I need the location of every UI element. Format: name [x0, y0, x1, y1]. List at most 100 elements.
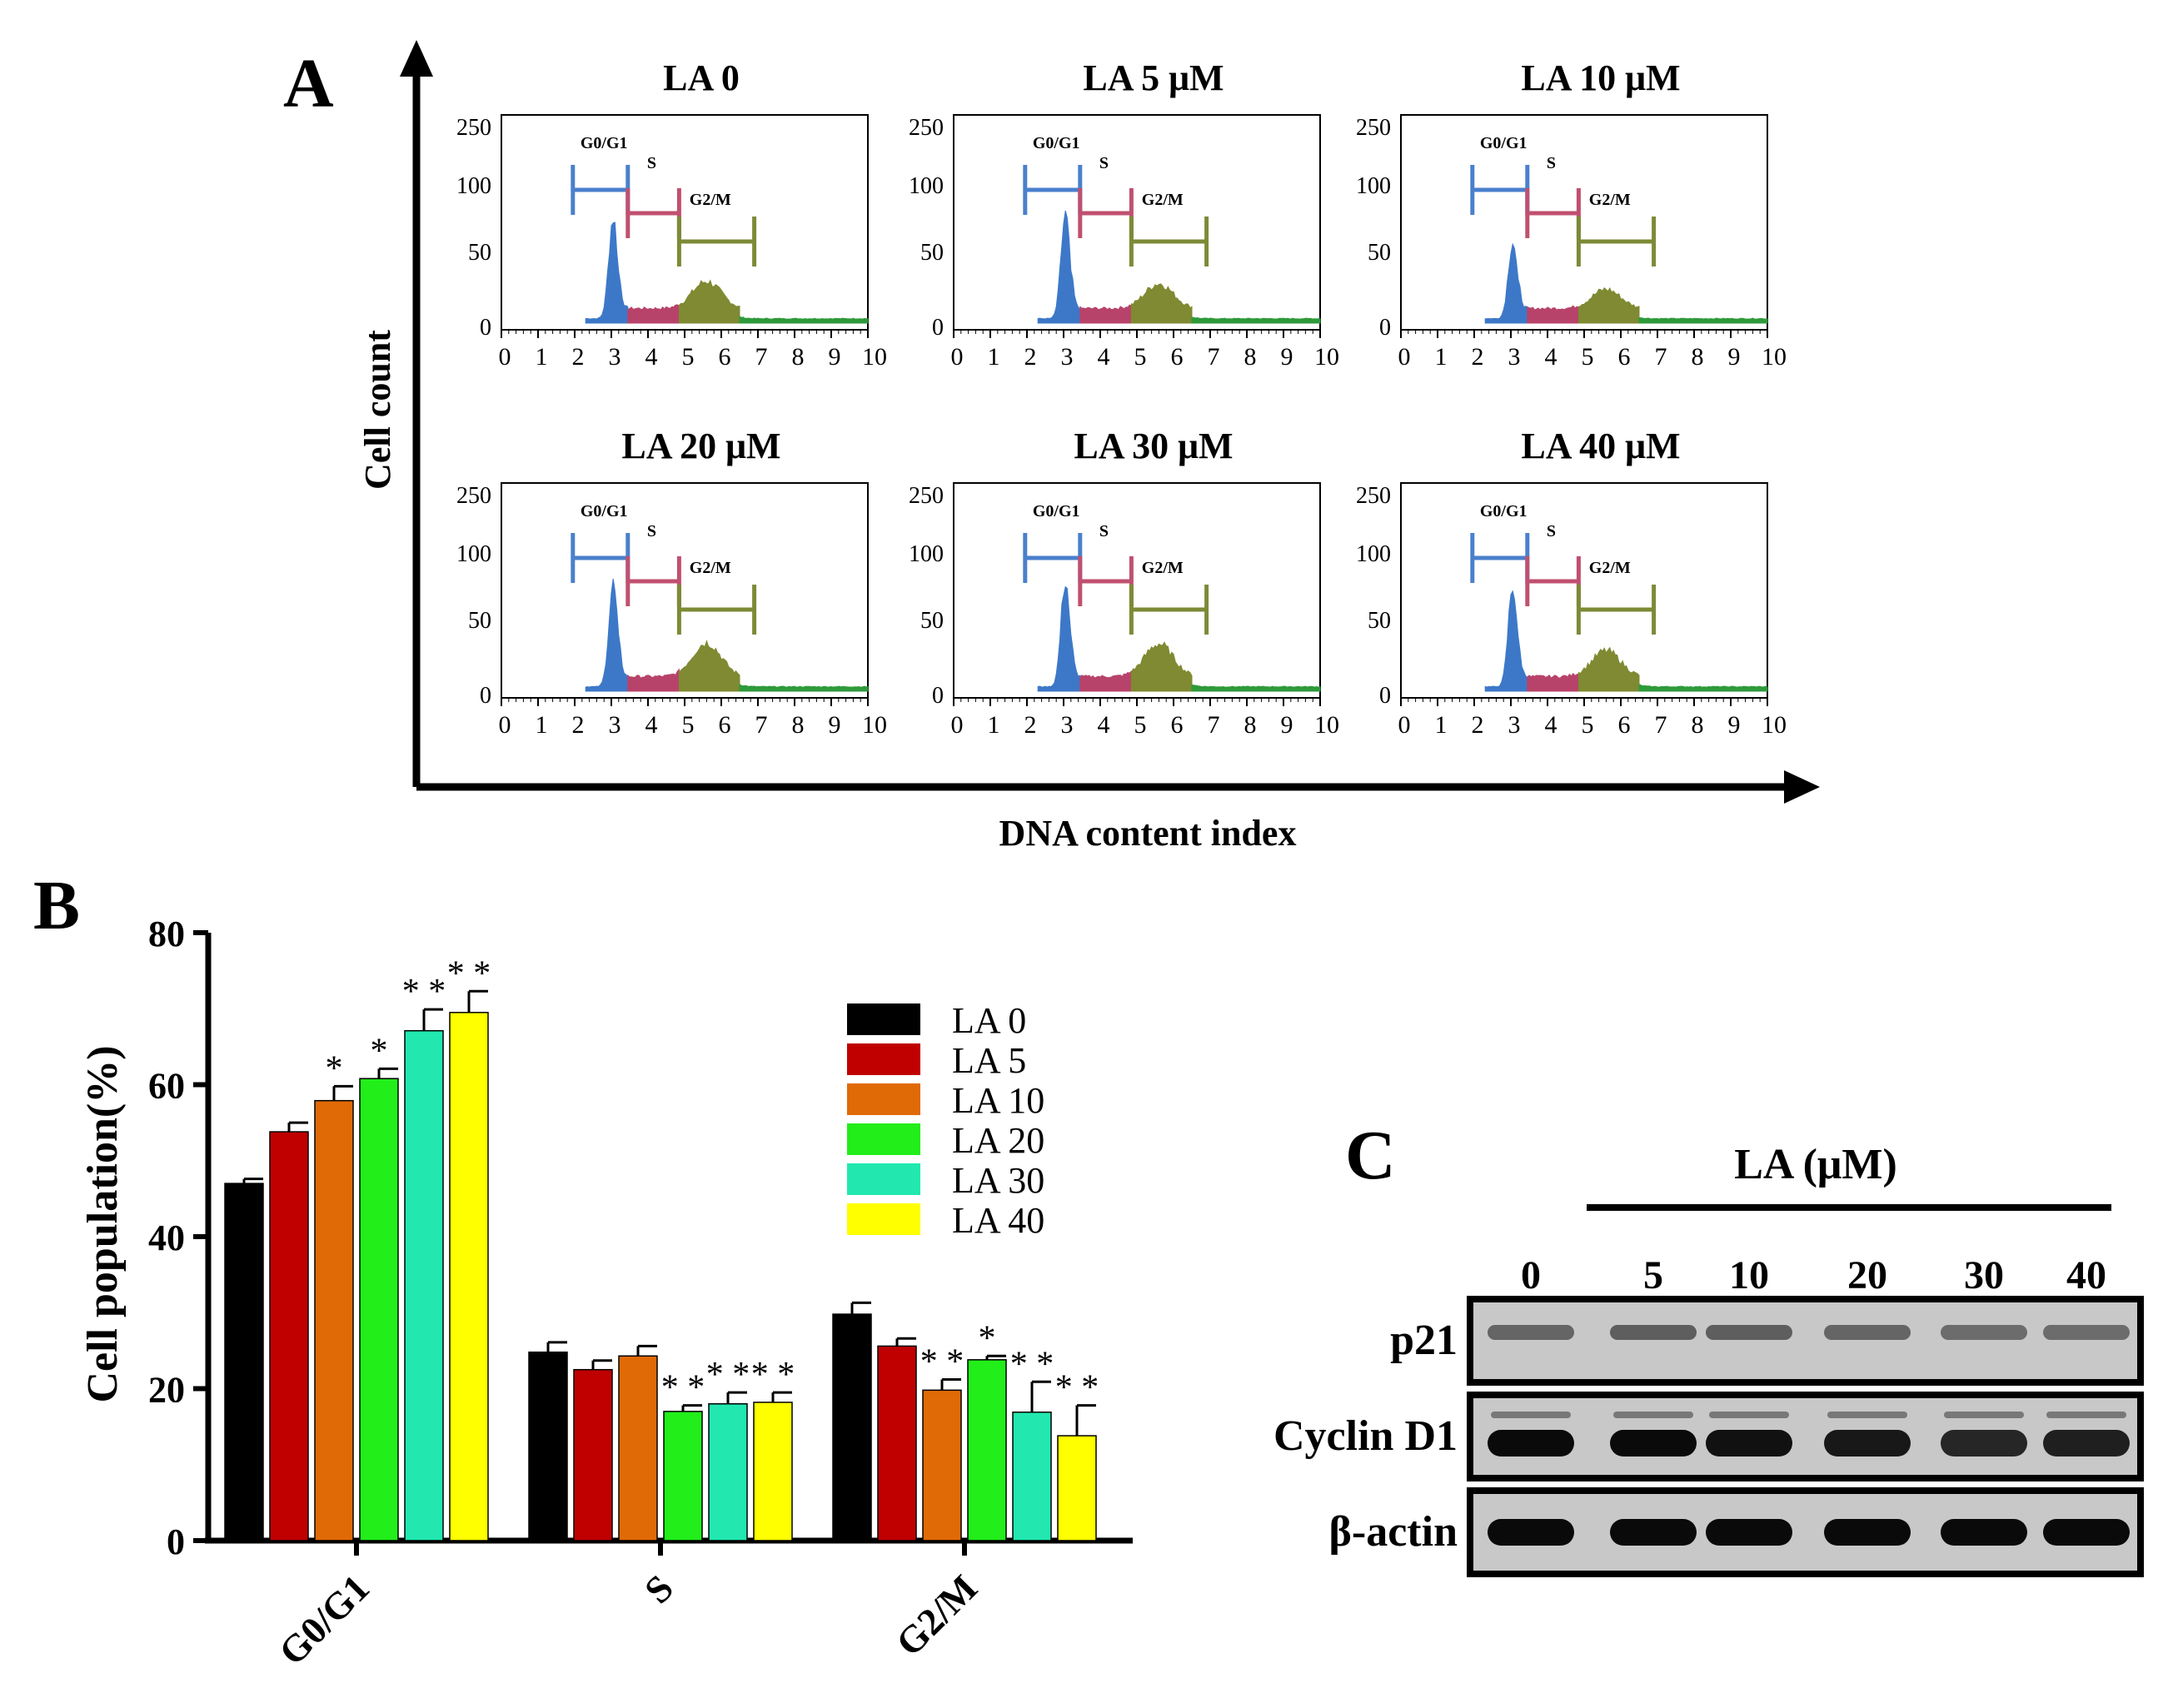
bar-chart-category-label: S	[636, 1566, 681, 1611]
legend-label: LA 0	[952, 1000, 1026, 1041]
histogram-x-tick-label: 4	[1098, 711, 1110, 739]
histogram-x-tick-label: 10	[1314, 711, 1339, 739]
blot-row-label: p21	[1390, 1317, 1458, 1364]
significance-marker: * *	[1010, 1345, 1054, 1383]
histogram-x-tick-label: 5	[1134, 343, 1147, 371]
histogram-x-tick-label: 4	[1545, 343, 1557, 371]
g2m-histogram-region	[1577, 646, 1640, 692]
histogram-x-tick-label: 8	[1244, 343, 1257, 371]
s-gate-label: S	[1099, 522, 1109, 540]
legend-swatch	[847, 1083, 920, 1115]
protein-band	[1706, 1430, 1792, 1457]
histogram-y-tick: 100	[456, 541, 491, 567]
legend-swatch	[847, 1163, 920, 1195]
histogram-y-tick: 250	[909, 483, 944, 509]
bar-chart-bars: * ** * * ** * * * * * * *** ** *	[224, 954, 1099, 1541]
histogram-y-tick: 250	[456, 483, 491, 509]
bar-chart-y-tick-label: 40	[148, 1218, 185, 1258]
histogram-x-tick-label: 2	[1024, 343, 1037, 371]
g0g1-histogram-region	[585, 222, 629, 324]
bar	[224, 1183, 264, 1541]
histogram-x-tick-label: 6	[719, 711, 731, 739]
lane-label: 5	[1643, 1253, 1663, 1297]
histogram-x-tick-label: 3	[1508, 343, 1521, 371]
lane-label: 30	[1964, 1253, 2004, 1297]
histogram-x-tick-label: 9	[1281, 711, 1293, 739]
g0g1-histogram-region	[585, 578, 629, 692]
bar-chart-x-ticks: G0/G1 S G2/M	[271, 1541, 985, 1673]
western-blot-rows: p21 Cyclin D1 β-actin	[1273, 1296, 2144, 1577]
legend-swatch	[847, 1003, 920, 1035]
histogram-title: LA 5 μM	[1083, 57, 1224, 98]
protein-band	[1824, 1519, 1911, 1546]
blot-row: Cyclin D1	[1273, 1392, 2144, 1481]
significance-marker: * *	[706, 1356, 750, 1394]
bar-chart-category-label: G2/M	[888, 1566, 985, 1664]
bar	[528, 1351, 568, 1541]
histogram-title: LA 40 μM	[1521, 426, 1680, 466]
y-axis-label: Cell count	[357, 330, 398, 490]
histogram-x-tick-label: 4	[645, 711, 658, 739]
histogram-x-tick-label: 3	[1061, 711, 1074, 739]
histogram-x-tick-label: 3	[609, 711, 621, 739]
histogram-x-tick-label: 3	[1061, 343, 1074, 371]
histogram-x-tick-label: 5	[682, 343, 695, 371]
bar	[269, 1131, 309, 1541]
histogram-x-tick-label: 7	[1655, 711, 1667, 739]
histogram-x-tick-label: 10	[862, 343, 887, 371]
blot-row: β-actin	[1329, 1487, 2144, 1577]
protein-band	[1941, 1325, 2027, 1340]
significance-marker: * *	[1055, 1369, 1099, 1407]
histogram-frame	[501, 482, 869, 699]
histogram-frame	[501, 114, 869, 331]
histogram-title: LA 10 μM	[1521, 57, 1680, 98]
protein-band	[2043, 1325, 2130, 1340]
bar	[404, 1029, 444, 1541]
histogram-x-tick-label: 9	[1728, 343, 1741, 371]
histogram-x-tick-label: 8	[1692, 711, 1704, 739]
bar-chart-y-tick-label: 60	[148, 1066, 185, 1107]
panel-a-letter: A	[283, 45, 334, 122]
histogram-y-tick: 250	[1356, 115, 1391, 141]
s-gate-label: S	[647, 522, 656, 540]
histogram-x-tick-label: 0	[499, 343, 511, 371]
histogram-x-tick-label: 6	[1171, 343, 1184, 371]
legend-swatch	[847, 1043, 920, 1075]
debris-histogram-region	[739, 683, 869, 692]
x-axis-arrowhead	[1784, 770, 1820, 804]
histogram-y-tick: 50	[468, 608, 491, 634]
histogram-x-tick-label: 2	[1024, 711, 1037, 739]
x-axis-label: DNA content index	[999, 813, 1297, 854]
debris-histogram-region	[739, 316, 869, 324]
g0g1-histogram-region	[1484, 242, 1528, 324]
histogram-x-tick-label: 1	[988, 711, 1000, 739]
bar-chart-y-tick-label: 0	[167, 1521, 185, 1562]
g2m-gate-label: G2/M	[1589, 191, 1631, 209]
protein-band	[2043, 1519, 2130, 1546]
histogram-x-tick-label: 8	[1244, 711, 1257, 739]
protein-band-faint	[1491, 1412, 1571, 1418]
protein-band-faint	[1613, 1412, 1693, 1418]
histogram-y-tick: 0	[480, 683, 491, 709]
g0g1-histogram-region	[1037, 585, 1081, 692]
g0g1-gate-label: G0/G1	[1033, 502, 1080, 520]
histogram-x-tick-label: 7	[1208, 343, 1220, 371]
protein-band-faint	[1827, 1412, 1907, 1418]
histogram-x-tick-label: 6	[1618, 711, 1631, 739]
histogram-x-tick-label: 8	[1692, 343, 1704, 371]
significance-marker: *	[979, 1319, 996, 1357]
legend-label: LA 10	[952, 1080, 1044, 1121]
histogram-x-tick-label: 8	[792, 343, 805, 371]
histogram-x-tick-label: 5	[1582, 711, 1594, 739]
histogram-x-tick-label: 1	[1435, 343, 1448, 371]
histogram-x-tick-label: 7	[1655, 343, 1667, 371]
histogram-y-tick: 50	[1368, 240, 1391, 266]
protein-band	[1941, 1519, 2027, 1546]
bar	[708, 1403, 748, 1541]
histogram-x-tick-label: 8	[792, 711, 805, 739]
significance-marker: * *	[920, 1343, 964, 1382]
